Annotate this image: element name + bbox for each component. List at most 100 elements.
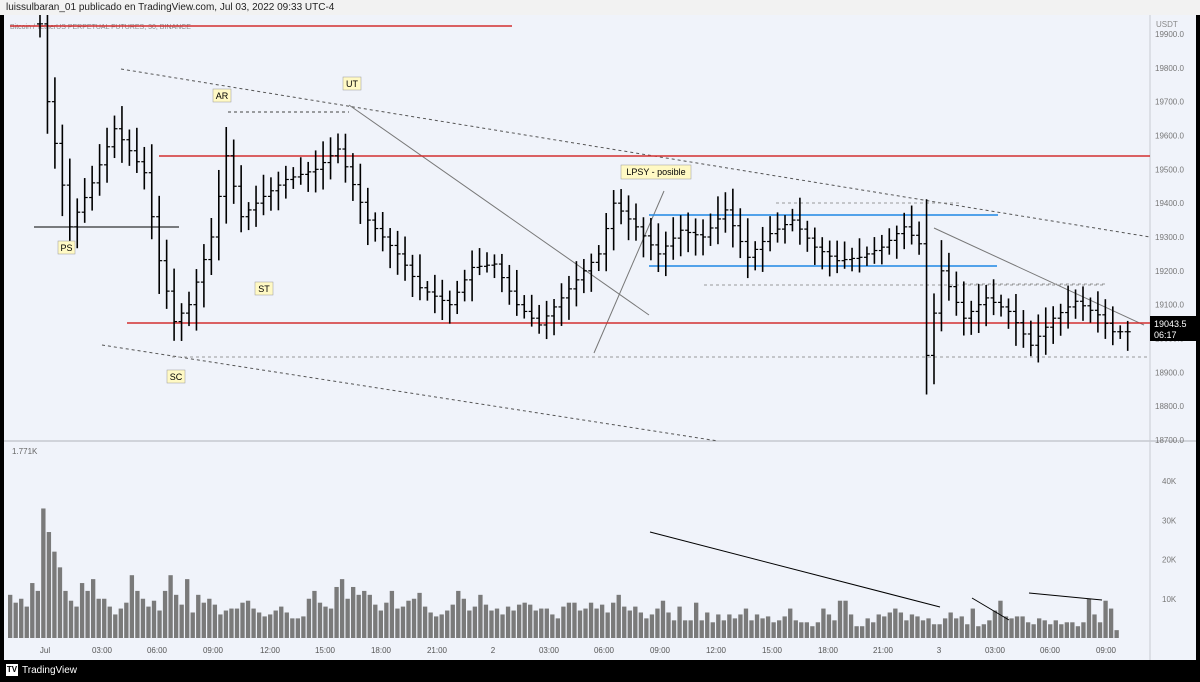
chart-frame[interactable]: Bitcoin / TetherUS PERPETUAL FUTURES, 30…	[4, 0, 1196, 660]
volume-bar	[140, 598, 146, 638]
volume-bar	[351, 586, 356, 638]
time-tick-label: 3	[937, 646, 942, 655]
volume-bar	[96, 598, 101, 638]
footer-bar: TV TradingView	[0, 660, 1200, 682]
volume-bar	[649, 614, 655, 638]
volume-bar	[644, 618, 649, 638]
volume-bar	[1108, 608, 1114, 638]
volume-bar	[1020, 616, 1025, 638]
volume-bar	[428, 612, 433, 638]
volume-bar	[312, 590, 317, 638]
annotation-ut[interactable]: UT	[342, 76, 362, 91]
tradingview-logo-icon: TV	[6, 664, 18, 676]
annotation-lpsy-label: LPSY - posible	[626, 167, 685, 177]
volume-bar	[976, 626, 981, 638]
volume-bar	[821, 608, 826, 638]
volume-bar	[483, 604, 489, 638]
volume-bar	[245, 600, 251, 638]
volume-bar	[1003, 616, 1009, 638]
volume-bar	[52, 551, 57, 638]
volume-bar	[528, 604, 533, 638]
volume-bar	[173, 594, 179, 638]
volume-bar	[804, 622, 809, 638]
tradingview-logo-text: TradingView	[22, 664, 78, 676]
time-tick-label: 15:00	[315, 646, 336, 655]
volume-bar	[168, 575, 173, 638]
price-tick-label: 19600.0	[1155, 132, 1184, 141]
volume-bar	[1103, 600, 1108, 638]
volume-bar	[445, 610, 450, 638]
price-pane[interactable]	[4, 15, 1152, 441]
volume-bar	[102, 598, 107, 638]
volume-bar	[256, 612, 262, 638]
price-chart[interactable]: Bitcoin / TetherUS PERPETUAL FUTURES, 30…	[4, 0, 1196, 660]
volume-bar	[760, 618, 765, 638]
annotation-st[interactable]: ST	[254, 281, 274, 296]
time-tick-label: 09:00	[203, 646, 224, 655]
volume-bar	[30, 583, 35, 638]
volume-bar	[113, 614, 118, 638]
volume-bar	[677, 606, 682, 638]
volume-bar	[373, 604, 378, 638]
volume-bar	[533, 610, 538, 638]
time-tick-label: 06:00	[594, 646, 615, 655]
volume-bar	[544, 608, 549, 638]
annotation-sc[interactable]: SC	[166, 369, 186, 384]
time-tick-label: 06:00	[1040, 646, 1061, 655]
volume-bar	[749, 620, 754, 638]
time-tick-label: 03:00	[92, 646, 113, 655]
volume-bar	[162, 590, 168, 638]
late-trend-line	[933, 227, 1145, 326]
volume-bar	[1042, 620, 1047, 638]
volume-bar	[505, 606, 511, 638]
volume-bar	[1048, 624, 1053, 638]
volume-bar	[107, 606, 112, 638]
annotation-ar[interactable]: AR	[212, 88, 232, 103]
tradingview-logo[interactable]: TV TradingView	[6, 664, 77, 676]
volume-bar	[306, 598, 312, 638]
volume-bar	[345, 598, 350, 638]
volume-bar	[611, 602, 616, 638]
volume-bar	[859, 626, 865, 638]
volume-bar	[981, 624, 987, 638]
volume-bar	[74, 606, 79, 638]
volume-bar	[1037, 618, 1042, 638]
volume-bar	[422, 606, 428, 638]
volume-trend-line-2	[971, 597, 1010, 621]
annotation-ps[interactable]: PS	[57, 240, 76, 255]
price-tick-label: 19100.0	[1155, 301, 1184, 310]
volume-bar	[212, 604, 218, 638]
volume-bar	[90, 579, 96, 638]
volume-bar	[627, 610, 632, 638]
price-tick-label: 19400.0	[1155, 199, 1184, 208]
volume-bar	[179, 604, 184, 638]
price-axis: 19900.0 19800.0 19700.0 19600.0 19500.0 19400…	[1155, 30, 1184, 445]
annotation-ps-label: PS	[60, 243, 72, 253]
volume-bar	[1025, 622, 1031, 638]
volume-bar	[118, 608, 123, 638]
volume-bar	[290, 618, 295, 638]
volume-bar	[1114, 630, 1119, 638]
volume-bar	[295, 618, 301, 638]
volume-bar	[727, 614, 732, 638]
volume-trend-line-1	[649, 531, 941, 608]
annotation-lpsy[interactable]: LPSY - posible	[620, 164, 692, 180]
volume-bar	[79, 583, 85, 638]
price-tick-label: 18800.0	[1155, 402, 1184, 411]
last-price-tag: 19043.5 06:17	[1150, 316, 1196, 341]
price-tick-label: 19800.0	[1155, 64, 1184, 73]
volume-bar	[406, 600, 411, 638]
volume-bar	[599, 604, 605, 638]
ohlc-series	[37, 0, 1131, 395]
volume-bar	[594, 608, 599, 638]
volume-bar	[334, 586, 339, 638]
volume-bar	[694, 602, 699, 638]
volume-bar	[699, 620, 704, 638]
volume-bar	[196, 594, 201, 638]
time-tick-label: 15:00	[762, 646, 783, 655]
volume-bar	[439, 614, 444, 638]
volume-bar	[251, 608, 256, 638]
volume-tick-label: 20K	[1162, 556, 1177, 565]
volume-bar	[328, 608, 334, 638]
price-tick-label: 18700.0	[1155, 436, 1184, 445]
